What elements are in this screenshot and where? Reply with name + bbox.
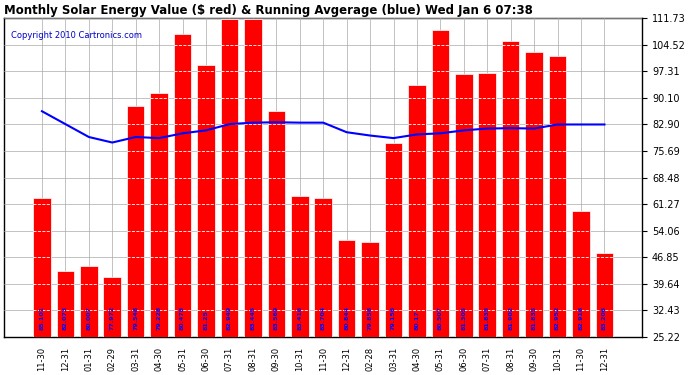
Bar: [244, 19, 262, 375]
Text: 79.228: 79.228: [157, 306, 161, 330]
Text: 82.073: 82.073: [63, 306, 68, 330]
Bar: [174, 34, 191, 375]
Bar: [338, 240, 355, 375]
Bar: [315, 198, 332, 375]
Text: 83.416: 83.416: [297, 306, 302, 330]
Text: 81.835: 81.835: [485, 306, 490, 330]
Text: 80.507: 80.507: [438, 306, 443, 330]
Bar: [572, 211, 590, 375]
Text: 80.844: 80.844: [344, 306, 349, 330]
Bar: [525, 53, 543, 375]
Text: 85.101: 85.101: [39, 306, 44, 330]
Bar: [268, 111, 285, 375]
Text: 79.858: 79.858: [368, 306, 373, 330]
Bar: [408, 86, 426, 375]
Text: 79.548: 79.548: [133, 306, 138, 330]
Bar: [57, 272, 75, 375]
Text: 82.916: 82.916: [578, 306, 584, 330]
Text: 83.445: 83.445: [250, 306, 255, 330]
Bar: [549, 56, 566, 375]
Bar: [291, 196, 308, 375]
Text: 81.25: 81.25: [204, 310, 208, 330]
Bar: [104, 277, 121, 375]
Bar: [502, 41, 520, 375]
Text: 80.17: 80.17: [415, 310, 420, 330]
Text: Copyright 2010 Cartronics.com: Copyright 2010 Cartronics.com: [10, 31, 141, 40]
Text: 80.007: 80.007: [86, 306, 91, 330]
Text: 80.478: 80.478: [180, 306, 185, 330]
Bar: [197, 65, 215, 375]
Bar: [432, 30, 449, 375]
Bar: [362, 242, 379, 375]
Text: 81.305: 81.305: [462, 306, 466, 330]
Text: 83.704: 83.704: [321, 306, 326, 330]
Text: 79.156: 79.156: [391, 306, 396, 330]
Text: 77.972: 77.972: [110, 306, 115, 330]
Bar: [127, 106, 144, 375]
Bar: [221, 19, 238, 375]
Bar: [385, 142, 402, 375]
Bar: [33, 198, 51, 375]
Bar: [80, 266, 97, 375]
Text: 83.206: 83.206: [602, 306, 607, 330]
Text: 82.949: 82.949: [227, 306, 232, 330]
Bar: [478, 73, 496, 375]
Text: 83.569: 83.569: [274, 306, 279, 330]
Text: 81.902: 81.902: [509, 306, 513, 330]
Text: 81.835: 81.835: [531, 306, 537, 330]
Bar: [150, 93, 168, 375]
Text: Monthly Solar Energy Value ($ red) & Running Avgerage (blue) Wed Jan 6 07:38: Monthly Solar Energy Value ($ red) & Run…: [4, 4, 533, 17]
Bar: [595, 253, 613, 375]
Text: 82.952: 82.952: [555, 306, 560, 330]
Bar: [455, 74, 473, 375]
